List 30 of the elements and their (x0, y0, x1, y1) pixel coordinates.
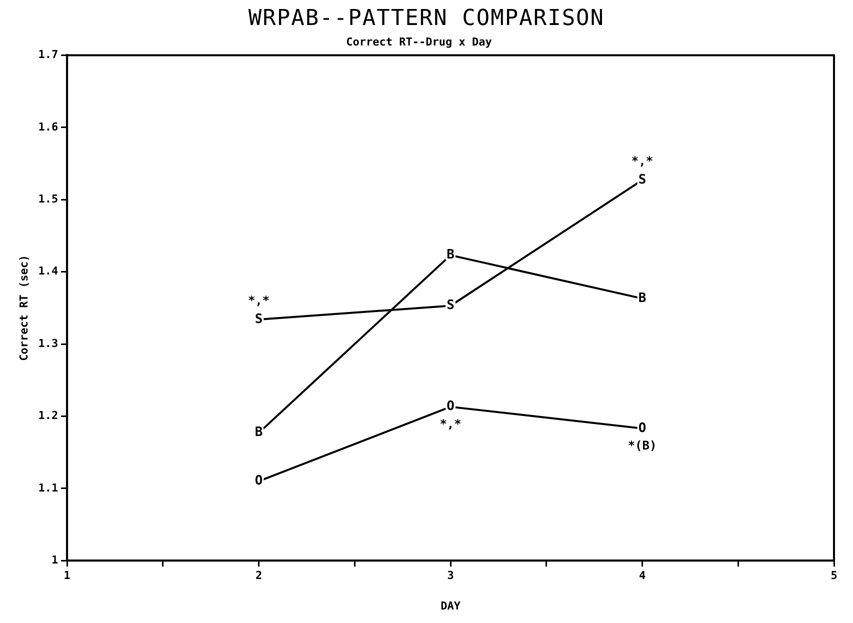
x-axis-title: DAY (440, 599, 461, 612)
annotation: *(B) (628, 438, 657, 453)
text: B (638, 290, 646, 306)
x-tick-label: 1 (64, 569, 71, 582)
x-tick-label: 4 (638, 569, 646, 582)
y-tick-label: 1.3 (38, 336, 58, 350)
y-axis-title: Correct RT (sec) (17, 254, 30, 361)
text: O (638, 420, 646, 436)
x-tick-label: 5 (830, 569, 838, 582)
text: O (446, 399, 454, 414)
annotation: *,* (248, 294, 270, 308)
y-tick-label: 1.4 (38, 264, 58, 278)
y-tick-label: 1.2 (38, 409, 58, 422)
text: S (254, 312, 263, 327)
chart-subtitle: Correct RT--Drug x Day (346, 35, 492, 48)
series-label: O (254, 474, 263, 489)
x-tick-label: 3 (447, 569, 454, 582)
series-label: S (446, 298, 455, 314)
y-tick-label: 1 (51, 553, 58, 566)
x-tick-label: 2 (255, 569, 262, 582)
annotation: *,* (631, 154, 654, 168)
series-label: B (254, 425, 263, 440)
y-tick-label: 1.7 (38, 48, 58, 62)
y-tick-label: 1.5 (38, 192, 58, 206)
text: S (638, 172, 646, 188)
chart-title: WRPAB--PATTERN COMPARISON (247, 6, 606, 31)
y-tick-label: 1.6 (38, 120, 58, 134)
annotation: *,* (440, 416, 462, 431)
text: B (446, 248, 454, 263)
y-tick-label: 1.1 (38, 481, 58, 494)
